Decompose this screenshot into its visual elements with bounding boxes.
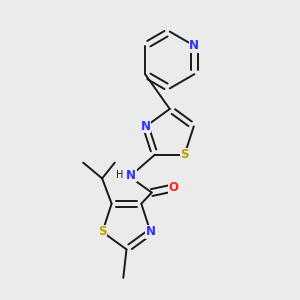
Text: N: N — [146, 225, 155, 239]
Text: H: H — [116, 170, 124, 180]
Text: N: N — [126, 169, 136, 182]
Text: N: N — [141, 120, 151, 133]
Text: N: N — [189, 39, 200, 52]
Text: O: O — [169, 181, 179, 194]
Text: S: S — [180, 148, 189, 161]
Text: S: S — [98, 225, 107, 239]
